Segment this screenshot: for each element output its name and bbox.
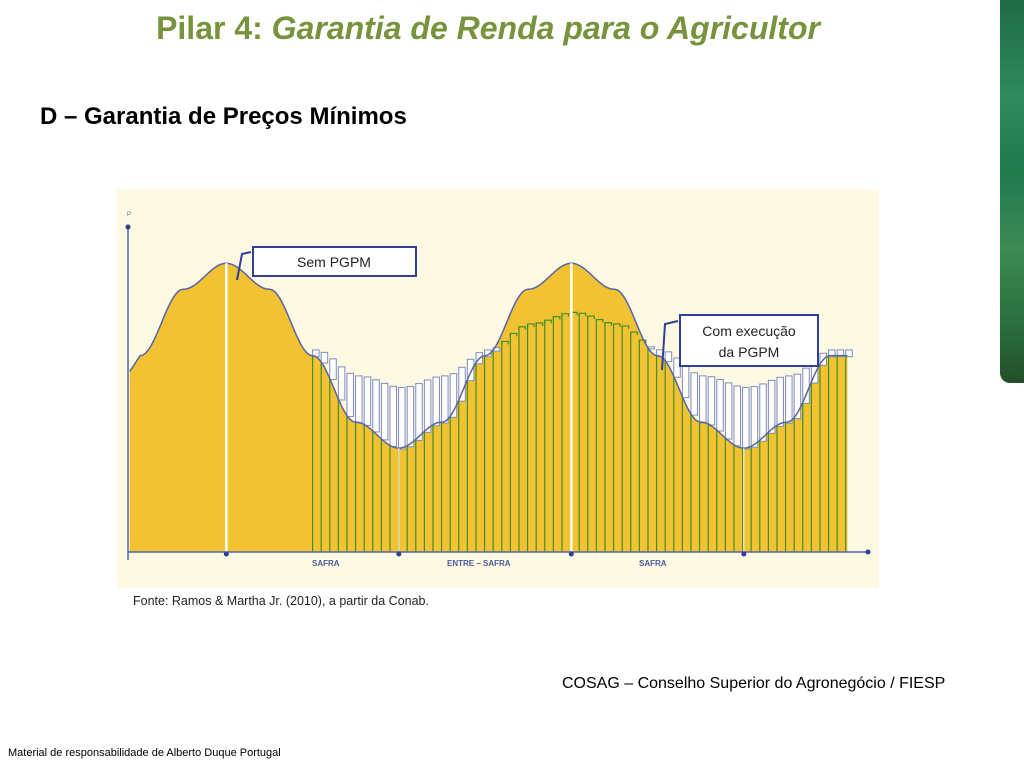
com-pgpm-bar-cap [630,331,638,336]
com-pgpm-bar-cap [612,323,621,327]
x-label-entre-safra: ENTRE – SAFRA [447,559,511,568]
slide-subtitle: D – Garantia de Preços Mínimos [40,103,407,130]
com-pgpm-bar-top [845,349,853,358]
com-pgpm-bar-cap [501,340,509,345]
com-pgpm-bar-cap [638,339,647,344]
com-pgpm-bar-top [793,373,802,420]
com-pgpm-bar-cap [509,332,518,337]
com-pgpm-bar-top [432,376,440,427]
com-pgpm-bar-top [389,385,397,447]
com-pgpm-bar-top [828,349,836,358]
com-pgpm-bar-cap [587,315,595,320]
com-pgpm-bar-top [716,378,724,432]
annotation-da-pgpm: da PGPM [719,344,780,360]
annotation-com-execucao: Com execução [702,323,796,339]
annotation-box-sem-pgpm [252,246,417,277]
com-pgpm-bar-top [337,366,346,401]
com-pgpm-bar-top [441,375,449,424]
com-pgpm-bar-top [466,358,475,382]
x-axis-end-dot [865,549,871,555]
com-pgpm-bar-top [406,385,415,448]
com-pgpm-bar-cap [535,322,544,326]
com-pgpm-bar-cap [561,313,570,317]
decorative-green-strip [1000,0,1024,383]
com-pgpm-bar-top [681,365,690,399]
x-tick-dot [568,551,574,557]
annotation-pointer-sem [236,251,252,281]
slide-title: Pilar 4: Garantia de Renda para o Agricu… [0,10,976,47]
x-label-safra-2: SAFRA [639,559,667,568]
annotation-sem-pgpm: Sem PGPM [297,254,371,270]
com-pgpm-bar-cap [595,319,604,323]
com-pgpm-bar-top [423,379,432,433]
x-tick-dot [741,551,747,557]
com-pgpm-bar-top [398,386,406,450]
com-pgpm-bar-top [742,386,750,450]
price-guarantee-chart: P SAFRA ENTRE – SAFRA SAFRA Sem PGPM Com… [117,190,879,588]
com-pgpm-bar-top [699,375,707,424]
x-label-safra-1: SAFRA [312,559,340,568]
com-pgpm-bar-top [707,376,716,426]
y-axis-label: P [127,212,131,218]
com-pgpm-bar-top [673,357,681,378]
com-pgpm-bar-top [836,349,845,358]
chart-source: Fonte: Ramos & Martha Jr. (2010), a part… [133,594,429,608]
com-pgpm-bar-top [380,382,389,441]
com-pgpm-bar-top [363,376,372,426]
com-pgpm-bar-top [767,379,776,434]
com-pgpm-bar-top [785,375,793,424]
footer-note: Material de responsabilidade de Alberto … [8,747,281,759]
com-pgpm-bar-cap [552,316,561,320]
com-pgpm-bar-top [750,386,759,448]
com-pgpm-bar-top [346,372,354,418]
com-pgpm-bar-top [320,351,329,364]
com-pgpm-bar-top [802,367,810,404]
com-pgpm-bar-cap [621,325,630,329]
com-pgpm-bar-top [759,383,767,442]
title-emphasis: Garantia de Renda para o Agricultor [271,10,820,46]
com-pgpm-bar-cap [526,323,535,327]
chart-svg: P SAFRA ENTRE – SAFRA SAFRA Sem PGPM Com… [125,212,871,568]
annotation-pointer-com [661,320,679,371]
com-pgpm-bar-top [415,383,423,441]
com-pgpm-bar-cap [544,319,552,324]
com-pgpm-bar-cap [518,326,527,330]
x-tick-dot [396,551,402,557]
sem-pgpm-curve [129,262,848,449]
com-pgpm-bar-top [664,351,673,363]
com-pgpm-bar-top [733,385,741,447]
com-pgpm-bar-top [724,382,733,440]
com-pgpm-bar-cap [578,312,587,317]
title-prefix: Pilar 4: [156,10,272,46]
sem-pgpm-area [129,263,848,552]
com-pgpm-bar-top [355,375,363,424]
x-tick-dot [223,551,229,557]
com-pgpm-bar-top [776,376,784,427]
y-axis-end-dot [125,224,131,230]
annotation-box-com-pgpm [679,314,819,367]
organization-credit: COSAG – Conselho Superior do Agronegócio… [562,675,946,692]
com-pgpm-bar-cap [604,322,613,326]
com-pgpm-bar-top [690,372,698,416]
com-pgpm-bar-top [372,379,380,433]
com-pgpm-bar-top [329,358,337,381]
com-pgpm-bar-top [449,373,458,418]
